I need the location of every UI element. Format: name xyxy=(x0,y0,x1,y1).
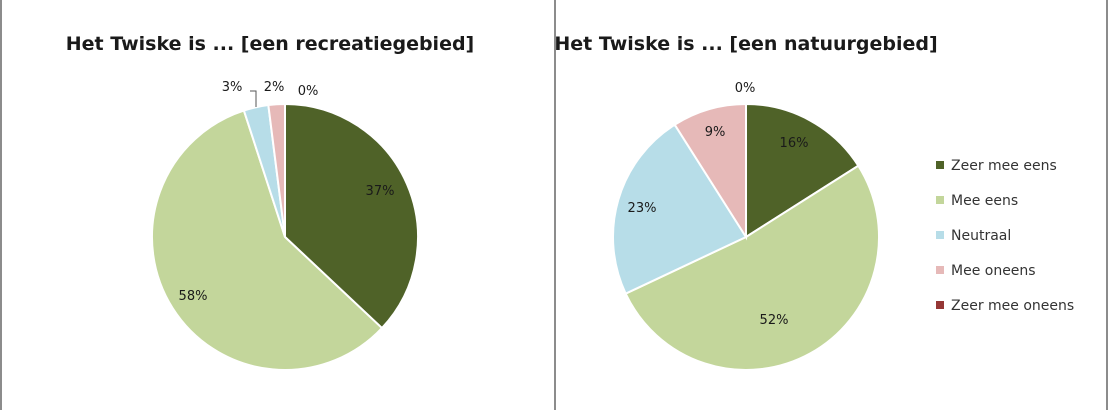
pie-chart-natuurgebied: Het Twiske is ... [een natuurgebied] 16%… xyxy=(556,33,1074,371)
legend-item-mee-oneens: Mee oneens xyxy=(951,263,1036,279)
data-label-neutraal: 23% xyxy=(628,201,657,216)
pie-slice-zeer-mee-eens xyxy=(284,102,419,330)
pie-slice-mee-oneens xyxy=(267,102,286,238)
legend-item-neutraal: Neutraal xyxy=(951,228,1011,244)
legend-swatch-neutraal xyxy=(936,231,944,239)
pie-slice-neutraal xyxy=(612,123,748,295)
legend-item-mee-eens: Mee eens xyxy=(951,193,1018,209)
pie-slice-zeer-mee-eens xyxy=(745,102,860,239)
label-leader-line xyxy=(250,90,257,107)
pie-slice-mee-eens xyxy=(624,164,881,371)
data-label-mee-oneens: 2% xyxy=(264,80,285,95)
legend: Zeer mee eens Mee eens Neutraal Mee oneens Z… xyxy=(936,158,1074,314)
pie-slices xyxy=(612,102,881,371)
legend-swatch-mee-oneens xyxy=(936,266,944,274)
legend-swatch-zeer-mee-eens xyxy=(936,161,944,169)
data-label-mee-oneens: 9% xyxy=(705,125,726,140)
data-label-neutraal: 3% xyxy=(222,80,243,95)
pie-chart-recreatiegebied: Het Twiske is ... [een recreatiegebied] … xyxy=(66,33,475,371)
chart-title: Het Twiske is ... [een natuurgebied] xyxy=(556,33,938,55)
legend-swatch-mee-eens xyxy=(936,196,944,204)
legend-item-zeer-mee-oneens: Zeer mee oneens xyxy=(951,298,1074,314)
legend-item-zeer-mee-eens: Zeer mee eens xyxy=(951,158,1057,174)
chart-title: Het Twiske is ... [een recreatiegebied] xyxy=(66,33,475,55)
legend-swatch-zeer-mee-oneens xyxy=(936,301,944,309)
data-label-zeer-mee-eens: 16% xyxy=(780,136,809,151)
pie-slice-mee-eens xyxy=(151,109,384,371)
pie-slice-mee-oneens xyxy=(673,102,747,241)
data-label-mee-eens: 58% xyxy=(179,289,208,304)
data-label-zeer-mee-oneens: 0% xyxy=(298,84,319,99)
pie-slices xyxy=(151,102,419,371)
chart-panel-recreatiegebied: Het Twiske is ... [een recreatiegebied] … xyxy=(0,0,556,410)
data-label-mee-eens: 52% xyxy=(760,313,789,328)
data-label-zeer-mee-eens: 37% xyxy=(366,184,395,199)
chart-panel-natuurgebied: Het Twiske is ... [een natuurgebied] 16%… xyxy=(556,0,1108,410)
data-label-zeer-mee-oneens: 0% xyxy=(735,81,756,96)
